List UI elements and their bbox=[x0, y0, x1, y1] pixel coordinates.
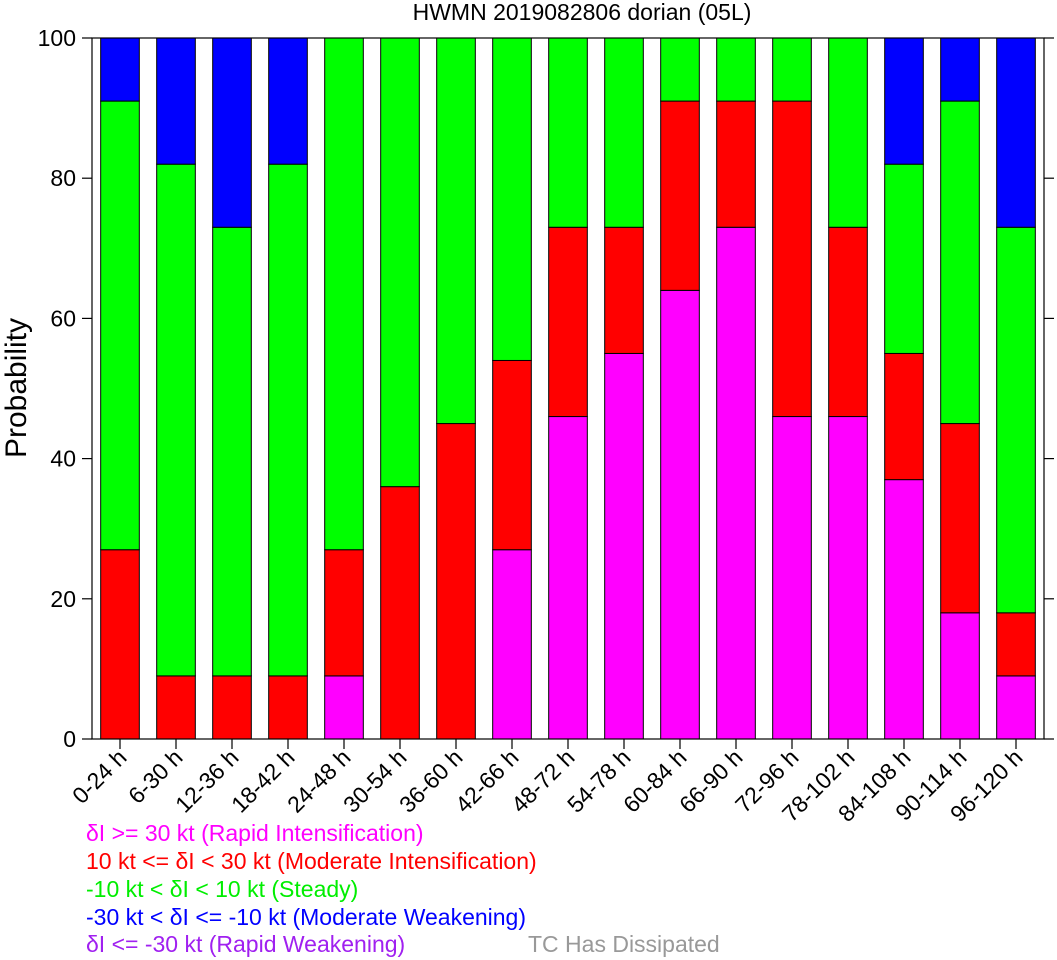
bar-segment-series2-42-66h bbox=[492, 37, 532, 361]
bar-segment-series2-48-72h bbox=[548, 37, 588, 228]
bar-segment-series0-84-108h bbox=[884, 479, 924, 740]
bar-segment-series0-42-66h bbox=[492, 549, 532, 740]
y-tick-label: 40 bbox=[50, 446, 76, 472]
bar-segment-series0-90-114h bbox=[940, 612, 980, 740]
bar-segment-series2-72-96h bbox=[772, 37, 812, 102]
bar-segment-series1-96-120h bbox=[996, 612, 1036, 677]
x-tick-label: 0-24 h bbox=[67, 744, 132, 809]
bar-segment-series1-72-96h bbox=[772, 100, 812, 418]
legend-entry-rapid-weakening: δI <= -30 kt (Rapid Weakening) bbox=[86, 931, 406, 957]
bar-segment-series2-60-84h bbox=[660, 37, 700, 102]
bar-segment-series1-78-102h bbox=[828, 226, 868, 418]
bar-segment-series3-90-114h bbox=[940, 37, 980, 102]
bar-segment-series2-24-48h bbox=[324, 37, 364, 551]
chart-title: HWMN 2019082806 dorian (05L) bbox=[413, 0, 752, 25]
bar-segment-series2-18-42h bbox=[268, 163, 308, 677]
bar-segment-series0-66-90h bbox=[716, 226, 756, 740]
bar-segment-series2-36-60h bbox=[436, 37, 476, 425]
bar-segment-series1-36-60h bbox=[436, 423, 476, 740]
bar-segment-series3-6-30h bbox=[156, 37, 196, 165]
bar-segment-series1-54-78h bbox=[604, 226, 644, 354]
legend-entry-dissipated: TC Has Dissipated bbox=[528, 931, 720, 957]
bar-segment-series0-72-96h bbox=[772, 416, 812, 740]
bar-segment-series1-60-84h bbox=[660, 100, 700, 291]
bar-segment-series0-96-120h bbox=[996, 675, 1036, 740]
bar-segment-series0-54-78h bbox=[604, 352, 644, 740]
bar-segment-series0-60-84h bbox=[660, 289, 700, 740]
bar-segment-series1-18-42h bbox=[268, 675, 308, 740]
y-tick-label: 100 bbox=[38, 25, 76, 51]
bar-segment-series2-90-114h bbox=[940, 100, 980, 425]
bar-segment-series1-90-114h bbox=[940, 423, 980, 614]
legend-entry-moderate-weakening: -30 kt < δI <= -10 kt (Moderate Weakenin… bbox=[86, 904, 527, 930]
bar-segment-series2-84-108h bbox=[884, 163, 924, 354]
bar-segment-series2-96-120h bbox=[996, 226, 1036, 614]
bar-segment-series1-66-90h bbox=[716, 100, 756, 228]
bar-segment-series1-84-108h bbox=[884, 352, 924, 481]
bar-segment-series1-30-54h bbox=[380, 486, 420, 740]
bar-segment-series2-6-30h bbox=[156, 163, 196, 677]
bar-segment-series2-0-24h bbox=[100, 100, 140, 551]
y-tick-label: 80 bbox=[50, 165, 76, 191]
y-tick-label: 60 bbox=[50, 305, 76, 331]
bar-segment-series2-66-90h bbox=[716, 37, 756, 102]
bar-segment-series0-78-102h bbox=[828, 416, 868, 740]
bar-segment-series1-42-66h bbox=[492, 359, 532, 551]
y-axis-label: Probability bbox=[0, 318, 33, 458]
legend-entry-rapid-intensification: δI >= 30 kt (Rapid Intensification) bbox=[86, 820, 424, 846]
bar-segment-series1-6-30h bbox=[156, 675, 196, 740]
bar-segment-series2-78-102h bbox=[828, 37, 868, 228]
bars-layer bbox=[100, 37, 1036, 740]
bar-segment-series3-12-36h bbox=[212, 37, 252, 228]
bar-segment-series0-48-72h bbox=[548, 416, 588, 740]
bar-segment-series1-0-24h bbox=[100, 549, 140, 740]
legend-entry-steady: -10 kt < δI < 10 kt (Steady) bbox=[86, 876, 359, 902]
bar-segment-series0-24-48h bbox=[324, 675, 364, 740]
bar-segment-series3-96-120h bbox=[996, 37, 1036, 228]
bar-segment-series3-0-24h bbox=[100, 37, 140, 102]
y-tick-label: 0 bbox=[63, 726, 76, 752]
y-tick-label: 20 bbox=[50, 586, 76, 612]
bar-segment-series1-48-72h bbox=[548, 226, 588, 418]
legend-entry-moderate-intensification: 10 kt <= δI < 30 kt (Moderate Intensific… bbox=[86, 848, 537, 874]
bar-segment-series3-18-42h bbox=[268, 37, 308, 165]
bar-segment-series1-12-36h bbox=[212, 675, 252, 740]
bar-segment-series2-54-78h bbox=[604, 37, 644, 228]
bar-segment-series2-12-36h bbox=[212, 226, 252, 677]
bar-segment-series2-30-54h bbox=[380, 37, 420, 488]
bar-segment-series1-24-48h bbox=[324, 549, 364, 677]
bar-segment-series3-84-108h bbox=[884, 37, 924, 165]
